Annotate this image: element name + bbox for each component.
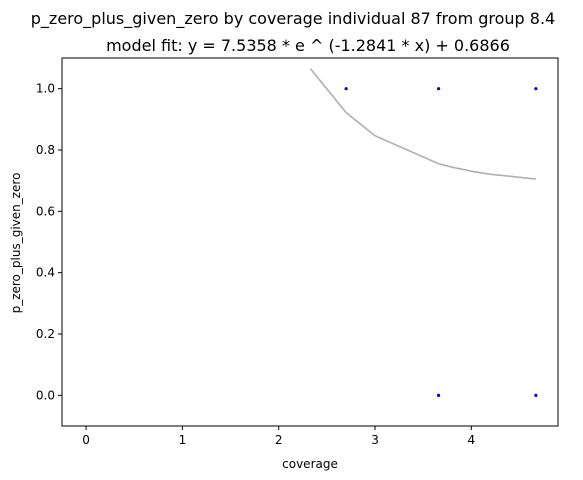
x-tick-label: 2 <box>275 433 283 447</box>
y-tick-label: 1.0 <box>36 82 55 96</box>
y-axis-label: p_zero_plus_given_zero <box>9 173 23 314</box>
x-tick-label: 4 <box>468 433 476 447</box>
x-tick-label: 0 <box>82 433 90 447</box>
plot-area: 0 1 2 3 4 0.0 0.2 0.4 0.6 0.8 1.0 <box>36 57 559 447</box>
y-tick-label: 0.4 <box>36 266 55 280</box>
data-point <box>436 87 441 91</box>
plot-frame <box>61 57 559 427</box>
data-point <box>534 87 538 91</box>
chart-subtitle: model fit: y = 7.5358 * e ^ (-1.2841 * x… <box>106 36 510 55</box>
y-tick-label: 0.6 <box>36 204 55 218</box>
x-axis-label: coverage <box>282 457 338 471</box>
data-point <box>534 393 538 397</box>
x-tick-label: 1 <box>179 433 187 447</box>
chart-title: p_zero_plus_given_zero by coverage indiv… <box>31 9 555 29</box>
y-tick-label: 0.8 <box>36 143 55 157</box>
fit-curve <box>309 68 536 180</box>
y-tick-label: 0.2 <box>36 327 55 341</box>
data-point <box>436 393 441 397</box>
y-tick-label: 0.0 <box>36 388 55 402</box>
x-tick-label: 3 <box>371 433 379 447</box>
data-point <box>344 87 348 91</box>
